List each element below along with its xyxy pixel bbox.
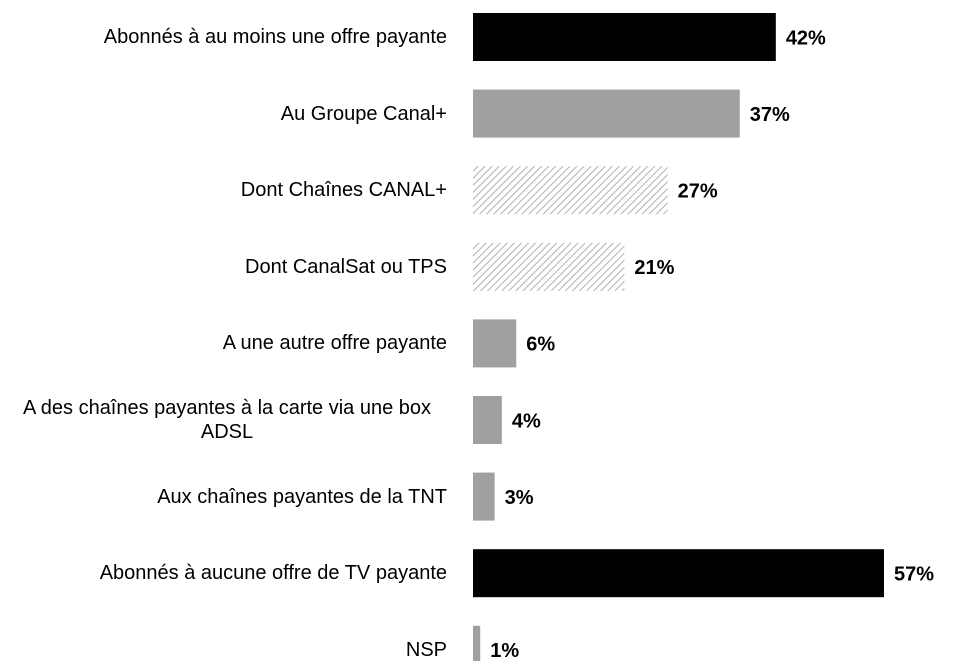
category-label: Au Groupe Canal+ bbox=[281, 102, 447, 126]
category-label: A des chaînes payantes à la carte via un… bbox=[7, 396, 447, 444]
value-label: 3% bbox=[505, 487, 534, 509]
value-label: 4% bbox=[512, 410, 541, 432]
bar bbox=[473, 396, 502, 444]
category-text: A des chaînes payantes à la carte via un… bbox=[22, 397, 432, 443]
bar bbox=[473, 13, 776, 61]
value-label: 21% bbox=[634, 257, 674, 279]
category-label: NSP bbox=[406, 638, 447, 661]
value-label: 37% bbox=[750, 104, 790, 126]
bar bbox=[473, 472, 495, 521]
category-label: A une autre offre payante bbox=[223, 331, 447, 355]
bar bbox=[473, 242, 625, 291]
value-label: 57% bbox=[894, 563, 934, 585]
bar bbox=[473, 549, 884, 598]
value-label: 42% bbox=[786, 27, 826, 49]
category-text: Dont CanalSat ou TPS bbox=[245, 255, 447, 278]
category-text: A une autre offre payante bbox=[222, 332, 447, 355]
category-text: Aux chaînes payantes de la TNT bbox=[157, 485, 447, 508]
bar bbox=[473, 625, 481, 661]
category-label: Dont Chaînes CANAL+ bbox=[241, 178, 447, 202]
bar bbox=[473, 89, 740, 138]
category-label: Aux chaînes payantes de la TNT bbox=[157, 485, 447, 509]
value-label: 1% bbox=[490, 640, 519, 661]
category-text: Au Groupe Canal+ bbox=[280, 102, 447, 125]
value-label: 27% bbox=[678, 180, 718, 202]
category-label: Abonnés à aucune offre de TV payante bbox=[100, 561, 447, 585]
category-label: Abonnés à au moins une offre payante bbox=[104, 25, 447, 49]
category-text: Dont Chaînes CANAL+ bbox=[240, 179, 447, 202]
value-label: 6% bbox=[526, 334, 555, 356]
category-label: Dont CanalSat ou TPS bbox=[245, 255, 447, 279]
bar bbox=[473, 166, 668, 215]
category-text: NSP bbox=[405, 638, 447, 661]
category-text: Abonnés à au moins une offre payante bbox=[103, 26, 447, 48]
category-text: Abonnés à aucune offre de TV payante bbox=[99, 562, 447, 585]
bar bbox=[473, 319, 517, 368]
